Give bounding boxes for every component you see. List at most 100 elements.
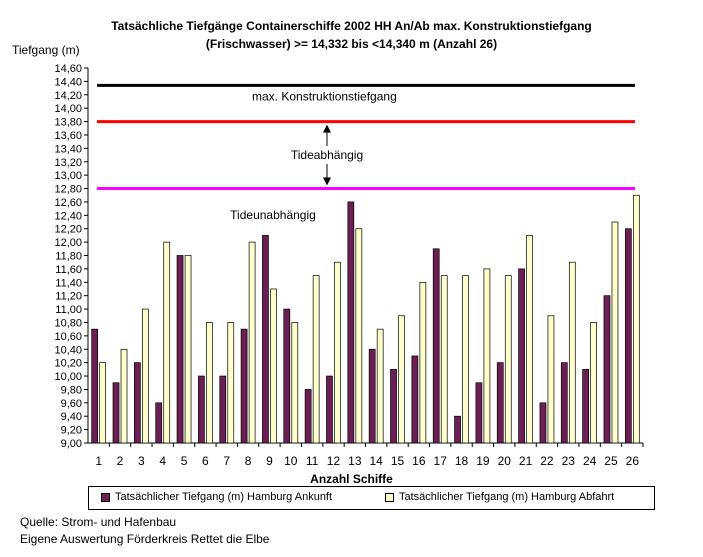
- x-tick-label: 24: [583, 454, 597, 468]
- y-tick-label: 13,20: [54, 157, 82, 169]
- y-tick-label: 12,40: [54, 210, 82, 222]
- x-tick-label: 18: [455, 454, 469, 468]
- x-tick-label: 14: [369, 454, 383, 468]
- bar-arrival: [603, 295, 611, 444]
- bar-departure: [312, 275, 320, 444]
- bar-arrival: [198, 375, 205, 444]
- x-tick-label: 7: [223, 454, 230, 468]
- x-tick-label: 22: [540, 454, 554, 468]
- bar-departure: [184, 255, 192, 444]
- bar-arrival: [283, 308, 291, 444]
- x-tick-label: 23: [562, 454, 576, 468]
- arrow-down-icon: [323, 177, 331, 186]
- x-tick-label: 20: [498, 454, 512, 468]
- x-tick-label: 8: [245, 454, 252, 468]
- bar-arrival: [176, 255, 184, 444]
- bar-arrival: [368, 348, 376, 444]
- y-tick-label: 13,40: [54, 143, 82, 155]
- y-tick-label: 11,20: [55, 291, 82, 303]
- bar-departure: [440, 275, 448, 444]
- x-tick-label: 2: [117, 454, 124, 468]
- x-tick-label: 3: [138, 454, 145, 468]
- y-tick-label: 10,60: [54, 331, 82, 343]
- x-tick-label: 25: [604, 454, 618, 468]
- x-tick-label: 26: [626, 454, 640, 468]
- bar-arrival: [262, 235, 269, 444]
- bar-departure: [590, 322, 597, 444]
- y-axis-label: Tiefgang (m): [12, 43, 80, 57]
- tide-dependent-label: Tideabhängig: [291, 148, 363, 162]
- bar-departure: [419, 281, 427, 444]
- bar-arrival: [582, 368, 589, 444]
- x-tick-label: 13: [348, 454, 362, 468]
- legend-label-arrival: Tatsächlicher Tiefgang (m) Hamburg Ankun…: [115, 491, 333, 503]
- y-tick-label: 9,40: [61, 411, 82, 423]
- y-tick-label: 14,20: [54, 90, 82, 102]
- x-axis-label: Anzahl Schiffe: [310, 472, 393, 486]
- bar-departure: [547, 315, 555, 444]
- y-tick-label: 11,80: [55, 251, 82, 263]
- y-tick-label: 10,80: [54, 317, 82, 329]
- legend-item-arrival: Tatsächlicher Tiefgang (m) Hamburg Ankun…: [101, 491, 332, 503]
- y-tick-label: 10,00: [54, 371, 82, 383]
- bar-departure: [270, 288, 277, 444]
- bar-arrival: [304, 389, 312, 444]
- y-tick-label: 13,80: [54, 117, 82, 129]
- y-tick-label: 13,00: [54, 170, 82, 182]
- chart-title-line1: Tatsächliche Tiefgänge Containerschiffe …: [111, 19, 592, 33]
- bar-departure: [568, 261, 576, 444]
- y-tick-label: 11,00: [55, 304, 82, 316]
- y-tick-label: 11,60: [55, 264, 82, 276]
- bar-arrival: [454, 415, 461, 444]
- bar-arrival: [240, 328, 248, 444]
- bar-departure: [611, 221, 619, 444]
- x-tick-label: 11: [306, 454, 319, 468]
- x-tick-label: 9: [266, 454, 273, 468]
- x-tick-label: 4: [159, 454, 166, 468]
- bar-departure: [334, 261, 341, 444]
- source-line1: Quelle: Strom- und Hafenbau: [20, 515, 177, 529]
- y-tick-label: 13,60: [54, 130, 82, 142]
- bar-arrival: [518, 268, 525, 444]
- tide-independent-label: Tideunabhängig: [230, 208, 316, 222]
- legend-swatch-arrival: [101, 492, 110, 502]
- x-tick-label: 16: [412, 454, 426, 468]
- bar-departure: [142, 308, 149, 444]
- bar-arrival: [475, 382, 483, 444]
- y-tick-label: 12,80: [54, 184, 82, 196]
- bar-arrival: [326, 375, 333, 444]
- bar-arrival: [134, 362, 141, 444]
- chart-legend: Tatsächlicher Tiefgang (m) Hamburg Ankun…: [88, 486, 655, 510]
- x-tick-label: 1: [95, 454, 102, 468]
- arrow-up-icon: [323, 124, 331, 133]
- y-tick-label: 14,00: [54, 103, 82, 115]
- y-tick-label: 9,60: [61, 398, 82, 410]
- y-tick-label: 11,40: [55, 277, 82, 289]
- bar-departure: [120, 348, 128, 444]
- x-tick-label: 10: [284, 454, 298, 468]
- bar-departure: [526, 235, 533, 444]
- legend-swatch-departure: [385, 492, 394, 502]
- bar-departure: [504, 275, 512, 444]
- x-tick-label: 12: [327, 454, 341, 468]
- bar-departure: [462, 275, 469, 444]
- y-tick-label: 14,40: [54, 76, 82, 88]
- x-tick-label: 17: [434, 454, 448, 468]
- y-tick-label: 9,80: [61, 384, 82, 396]
- bar-departure: [163, 241, 171, 444]
- y-tick-label: 10,20: [54, 358, 82, 370]
- chart-title-line2: (Frischwasser) >= 14,332 bis <14,340 m (…: [205, 37, 498, 51]
- y-tick-label: 12,20: [54, 224, 82, 236]
- bar-arrival: [112, 382, 120, 444]
- bar-departure: [376, 328, 384, 444]
- bar-arrival: [560, 362, 568, 444]
- source-line2: Eigene Auswertung Förderkreis Rettet die…: [20, 532, 270, 546]
- x-tick-label: 5: [181, 454, 188, 468]
- bar-arrival: [155, 402, 163, 444]
- bar-departure: [291, 322, 299, 444]
- bar-arrival: [390, 368, 397, 444]
- y-tick-label: 10,40: [54, 344, 82, 356]
- y-tick-label: 12,60: [54, 197, 82, 209]
- bar-departure: [355, 228, 363, 444]
